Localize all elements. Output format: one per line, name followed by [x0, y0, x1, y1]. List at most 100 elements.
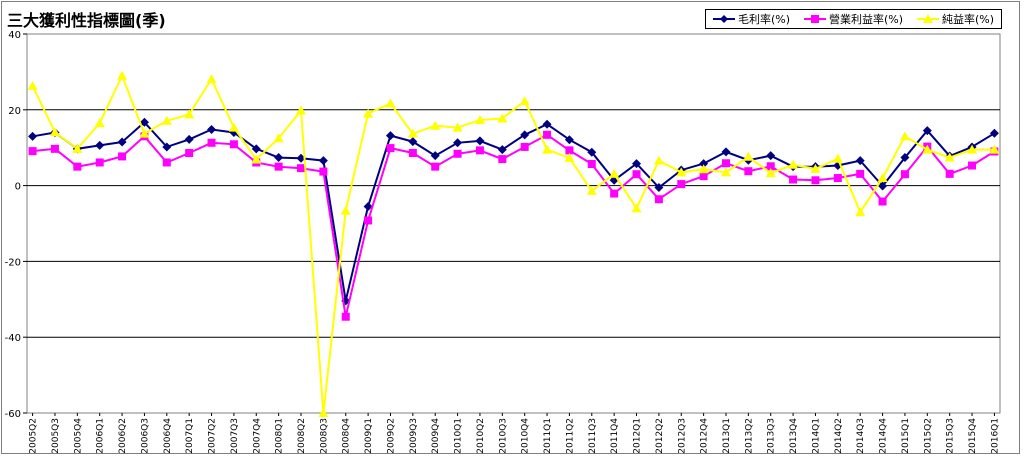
x-tick-label: 2011Q4 [610, 418, 620, 454]
data-point [833, 174, 842, 183]
x-tick-label: 2006Q2 [118, 418, 128, 454]
x-tick-label: 2016Q1 [990, 418, 1000, 454]
legend: 毛利率(%) 營業利益率(%) 純益率(%) [705, 9, 1002, 29]
data-point [185, 149, 194, 158]
data-point [162, 158, 171, 167]
data-point [542, 119, 552, 129]
data-point [408, 137, 418, 147]
x-tick-label: 2013Q4 [789, 418, 799, 454]
data-point [453, 138, 463, 148]
x-tick-label: 2011Q1 [543, 418, 553, 454]
legend-item: 毛利率(%) [712, 11, 791, 27]
data-point [765, 168, 776, 178]
data-point [497, 145, 507, 155]
data-point [73, 162, 82, 171]
data-point [586, 185, 597, 195]
y-tick-label: 40 [8, 30, 21, 41]
x-tick-label: 2010Q3 [498, 418, 508, 454]
data-point [273, 133, 284, 143]
legend-label: 毛利率(%) [737, 13, 791, 26]
data-point [543, 130, 552, 139]
data-point [452, 122, 463, 132]
data-point [899, 131, 910, 141]
data-point [944, 152, 955, 162]
series-line-0 [32, 120, 995, 302]
data-point [699, 159, 709, 169]
data-point [474, 115, 485, 125]
legend-item: 營業利益率(%) [803, 11, 903, 27]
x-tick-label: 2014Q1 [811, 418, 821, 454]
data-point [162, 142, 172, 152]
data-point [430, 151, 440, 161]
legend-item: 純益率(%) [916, 11, 994, 27]
data-point [340, 205, 351, 215]
data-point [229, 140, 238, 149]
data-point [274, 153, 284, 163]
data-point [207, 125, 217, 135]
x-tick-label: 2012Q1 [633, 418, 643, 454]
data-point [587, 147, 597, 157]
x-tick-label: 2009Q2 [386, 418, 396, 454]
data-point [564, 152, 575, 162]
data-point [139, 117, 149, 127]
x-tick-label: 2011Q3 [588, 418, 598, 454]
x-tick-label: 2015Q2 [923, 418, 933, 454]
data-point [95, 140, 105, 150]
data-point [989, 128, 999, 138]
data-point [855, 156, 865, 166]
data-point [296, 153, 306, 163]
x-tick-label: 2007Q4 [252, 418, 262, 454]
data-point [631, 203, 642, 213]
data-point [95, 158, 104, 167]
data-point [431, 162, 440, 171]
data-point [587, 159, 596, 168]
x-tick-label: 2009Q1 [364, 418, 374, 454]
y-tick-label: 0 [15, 182, 21, 193]
data-point [877, 173, 888, 183]
data-point [632, 170, 641, 179]
data-point [94, 118, 105, 128]
data-point [274, 162, 283, 171]
x-tick-label: 2007Q2 [208, 418, 218, 454]
data-point [318, 156, 328, 166]
chart-title: 三大獲利性指標圖(季) [7, 11, 166, 30]
data-point [385, 98, 396, 108]
data-point [28, 131, 38, 141]
data-point [251, 144, 261, 154]
data-point [788, 159, 799, 169]
data-point [878, 197, 887, 206]
data-point [989, 144, 1000, 154]
data-point [72, 143, 83, 153]
data-point [519, 96, 530, 106]
x-tick-label: 2014Q2 [834, 418, 844, 454]
x-tick-label: 2009Q3 [409, 418, 419, 454]
data-point [475, 146, 484, 155]
x-tick-label: 2012Q3 [677, 418, 687, 454]
data-point [744, 167, 753, 176]
x-tick-label: 2007Q1 [185, 418, 195, 454]
y-tick-label: -20 [5, 257, 21, 268]
data-point [832, 153, 843, 163]
data-point [698, 164, 709, 174]
data-point [319, 167, 328, 176]
data-point [721, 159, 730, 168]
data-point [49, 127, 60, 137]
y-tick-label: -40 [5, 333, 21, 344]
data-point [542, 144, 553, 154]
data-point [318, 408, 329, 417]
data-point [855, 207, 866, 217]
data-point [922, 144, 933, 154]
data-point [408, 149, 417, 158]
data-point [654, 182, 664, 192]
x-tick-label: 2010Q4 [521, 418, 531, 454]
data-point [386, 144, 395, 153]
data-point [900, 170, 909, 179]
data-point [565, 146, 574, 155]
data-point [721, 147, 731, 157]
legend-marker [803, 15, 826, 23]
x-tick-label: 2012Q2 [655, 418, 665, 454]
x-tick-label: 2006Q1 [96, 418, 106, 454]
x-tick-label: 2006Q4 [163, 418, 173, 454]
data-point [498, 155, 507, 164]
